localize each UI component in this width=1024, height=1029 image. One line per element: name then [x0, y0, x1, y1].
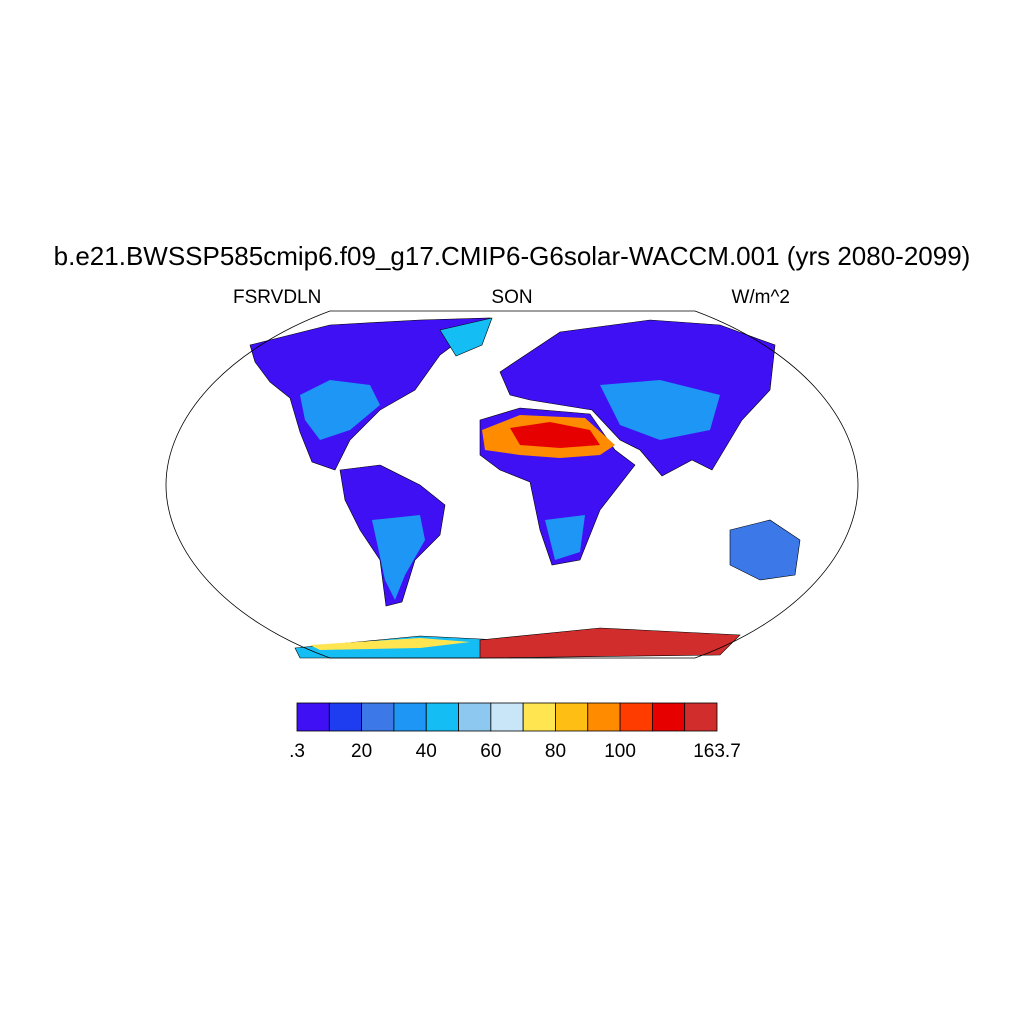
- season: SON: [491, 287, 532, 308]
- south-america-south: [372, 515, 425, 600]
- colorbar-label: 20: [351, 741, 372, 762]
- land: [249, 317, 801, 659]
- colorbar-box: [328, 702, 363, 732]
- colorbar-box: [684, 702, 718, 732]
- colorbar-box: [587, 702, 621, 732]
- greenland: [439, 317, 493, 357]
- colorbar-box: [619, 702, 653, 732]
- antarctica-coast: [310, 638, 470, 650]
- colorbar-box: [296, 702, 330, 732]
- colorbar-label: 60: [480, 741, 501, 762]
- colorbar-box: [490, 702, 524, 732]
- central-asia: [600, 380, 720, 440]
- colorbar-box: [651, 702, 686, 732]
- colorbar-box: [555, 702, 589, 732]
- colorbar-box: [393, 702, 427, 732]
- map-title: b.e21.BWSSP585cmip6.f09_g17.CMIP6-G6sola…: [54, 241, 971, 271]
- variable-name: FSRVDLN: [233, 287, 321, 308]
- colorbar-box: [361, 702, 395, 732]
- colorbar-box: [425, 702, 459, 732]
- units: W/m^2: [731, 287, 790, 308]
- colorbar-label: 40: [416, 741, 437, 762]
- colorbar-label: 163.7: [693, 741, 741, 762]
- colorbar-label: 80: [545, 741, 566, 762]
- southern-africa: [545, 515, 585, 560]
- antarctica-east: [479, 627, 741, 659]
- sahara-core: [510, 422, 600, 448]
- colorbar-box: [458, 702, 492, 732]
- map-border: [165, 310, 859, 659]
- colorbar: .3 20 40 60 80 100 163.7: [289, 702, 741, 762]
- north-america-interior: [300, 380, 380, 440]
- colorbar-label: .3: [289, 741, 305, 762]
- australia: [729, 519, 801, 581]
- colorbar-box: [522, 702, 556, 732]
- colorbar-label: 100: [604, 741, 636, 762]
